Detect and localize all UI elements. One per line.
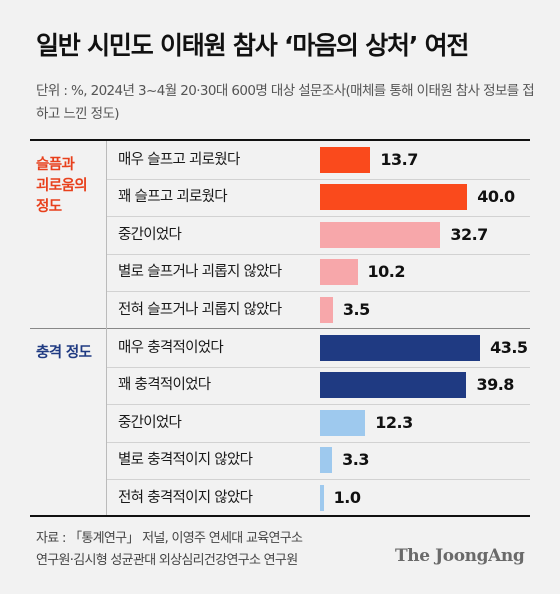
bar xyxy=(320,221,441,248)
source-line-1: 자료 : 「통계연구」 저널, 이영주 연세대 교육연구소 xyxy=(36,531,303,546)
bar xyxy=(320,409,366,436)
chart-subtitle: 단위 : %, 2024년 3~4월 20·30대 600명 대상 설문조사(매… xyxy=(36,83,535,122)
category-label: 별로 슬프거나 괴롭지 않았다 xyxy=(118,264,282,281)
row-separator xyxy=(107,366,530,368)
row-separator xyxy=(107,178,530,180)
value-label: 40.0 xyxy=(477,187,515,207)
row-separator xyxy=(107,441,530,443)
category-label: 전혀 슬프거나 괴롭지 않았다 xyxy=(118,301,282,318)
row-separator xyxy=(107,216,530,217)
value-label: 12.3 xyxy=(375,412,413,432)
row-separator xyxy=(107,404,530,405)
bottom-rule xyxy=(30,515,530,517)
bar xyxy=(320,372,467,399)
value-label: 13.7 xyxy=(380,149,418,169)
row-separator xyxy=(107,253,530,255)
category-label: 매우 슬프고 괴로웠다 xyxy=(118,151,240,168)
group-divider xyxy=(30,328,530,329)
category-label: 꽤 슬프고 괴로웠다 xyxy=(118,189,228,206)
bar xyxy=(320,146,371,173)
value-label: 32.7 xyxy=(450,224,488,244)
source-line-2: 연구원·김시형 성균관대 외상심리건강연구소 연구원 xyxy=(36,553,298,568)
row-separator xyxy=(107,479,530,480)
bar xyxy=(320,259,358,286)
value-label: 1.0 xyxy=(333,487,361,507)
value-label: 10.2 xyxy=(367,262,406,282)
value-label: 43.5 xyxy=(490,337,528,357)
category-label: 매우 충격적이었다 xyxy=(118,339,224,356)
bar xyxy=(320,334,481,361)
group-label-line: 정도 xyxy=(36,199,62,215)
category-label: 꽤 충격적이었다 xyxy=(118,377,211,394)
top-rule xyxy=(30,139,530,141)
group-label-line: 슬픔과 xyxy=(36,157,75,173)
row-separator xyxy=(107,291,530,292)
source-note: 자료 : 「통계연구」 저널, 이영주 연세대 교육연구소 연구원·김시형 성균… xyxy=(36,528,303,572)
bar xyxy=(320,296,333,323)
label-column-divider xyxy=(106,141,107,515)
group-label-2: 충격 정도 xyxy=(36,343,92,364)
value-label: 3.3 xyxy=(342,450,369,470)
category-label: 중간이었다 xyxy=(118,414,182,431)
bar xyxy=(320,447,333,474)
category-label: 전혀 충격적이지 않았다 xyxy=(118,489,253,506)
chart-title: 일반 시민도 이태원 참사 ‘마음의 상처’ 여전 xyxy=(36,31,469,60)
category-label: 별로 충격적이지 않았다 xyxy=(118,452,253,469)
value-label: 39.8 xyxy=(476,375,514,395)
category-label: 중간이었다 xyxy=(118,226,182,243)
bar xyxy=(320,184,468,211)
value-label: 3.5 xyxy=(342,299,370,319)
group-label-line: 괴로움의 xyxy=(36,178,88,194)
group-label-line: 충격 정도 xyxy=(36,345,92,361)
bar xyxy=(320,484,324,511)
publisher-logo: The JoongAng xyxy=(395,546,525,566)
